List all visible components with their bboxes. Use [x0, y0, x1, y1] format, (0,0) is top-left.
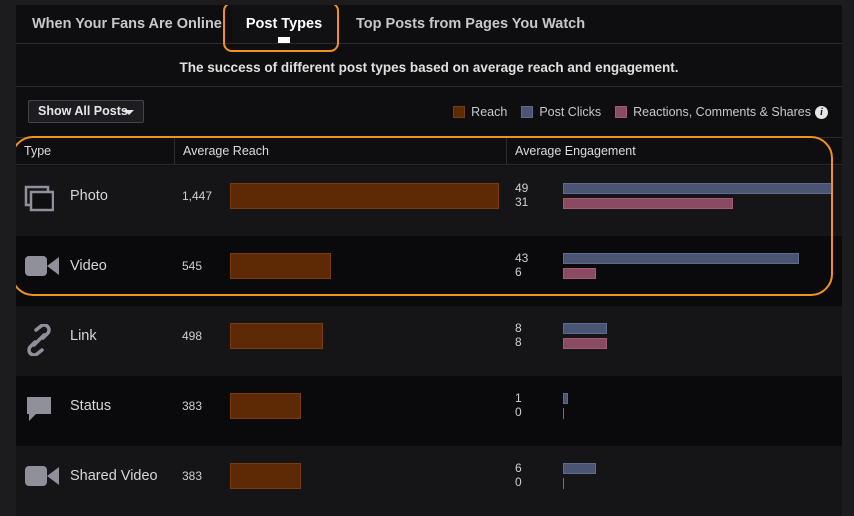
post-type-label: Status: [70, 398, 112, 414]
reach-bar: [230, 253, 331, 279]
legend-item-post-clicks: Post Clicks: [521, 105, 601, 119]
link-icon: [24, 323, 60, 358]
reach-bar: [230, 323, 323, 349]
table-row: Status 383 1 0: [16, 376, 842, 446]
table-row: Shared Video 383 6 0: [16, 446, 842, 516]
active-tab-indicator: [278, 37, 290, 43]
chevron-down-icon: [124, 110, 134, 115]
reactions-value: 8: [515, 335, 522, 349]
reach-bar: [230, 463, 301, 489]
photo-icon: [24, 184, 60, 218]
video-icon: [24, 464, 60, 498]
video-icon: [24, 254, 60, 288]
header-divider: [174, 138, 175, 165]
table-row: Photo 1,447 49 31: [16, 166, 842, 236]
post-type-label: Link: [70, 328, 97, 344]
legend-swatch-reactions: [615, 106, 628, 118]
post-type-label: Shared Video: [70, 468, 158, 484]
reactions-value: 0: [515, 405, 522, 419]
post-type-label: Video: [70, 258, 107, 274]
post-clicks-bar: [563, 393, 568, 404]
post-clicks-bar: [563, 253, 799, 264]
legend-swatch-reach: [453, 106, 466, 118]
average-reach-value: 545: [182, 259, 203, 273]
status-icon: [24, 394, 60, 428]
header-average-reach: Average Reach: [183, 144, 269, 158]
legend-item-reactions: Reactions, Comments & Shares: [615, 105, 811, 119]
tab-bar: When Your Fans Are Online Post Types Top…: [16, 5, 842, 44]
reach-bar: [230, 393, 301, 419]
show-all-posts-dropdown[interactable]: Show All Posts: [28, 100, 144, 123]
section-subtitle: The success of different post types base…: [16, 49, 842, 87]
average-reach-value: 498: [182, 329, 203, 343]
tab-when-fans-online[interactable]: When Your Fans Are Online: [32, 16, 222, 32]
reactions-bar: [563, 268, 596, 279]
post-clicks-bar: [563, 323, 607, 334]
reactions-bar: [563, 408, 564, 419]
reactions-value: 0: [515, 475, 522, 489]
highlight-ring-rows: [16, 136, 833, 296]
post-clicks-value: 49: [515, 181, 529, 195]
average-reach-value: 383: [182, 469, 203, 483]
header-average-engagement: Average Engagement: [515, 144, 636, 158]
reactions-bar: [563, 198, 733, 209]
post-clicks-value: 1: [515, 391, 522, 405]
tab-post-types[interactable]: Post Types: [232, 5, 336, 43]
chart-legend: Reach Post Clicks Reactions, Comments & …: [439, 104, 828, 120]
post-clicks-bar: [563, 463, 596, 474]
legend-item-reach: Reach: [453, 105, 507, 119]
legend-label-post-clicks: Post Clicks: [539, 105, 602, 119]
reactions-bar: [563, 338, 607, 349]
post-clicks-value: 8: [515, 321, 522, 335]
average-reach-value: 1,447: [182, 189, 213, 203]
legend-label-reactions: Reactions, Comments & Shares: [633, 105, 811, 119]
legend-label-reach: Reach: [471, 105, 508, 119]
insights-panel: When Your Fans Are Online Post Types Top…: [16, 5, 842, 516]
reactions-value: 31: [515, 195, 529, 209]
header-divider: [506, 138, 507, 165]
post-type-label: Photo: [70, 188, 108, 204]
average-reach-value: 383: [182, 399, 203, 413]
tab-post-types-label: Post Types: [245, 16, 323, 32]
reach-bar: [230, 183, 499, 209]
highlight-ring-tab: [223, 5, 339, 52]
tab-top-posts[interactable]: Top Posts from Pages You Watch: [356, 16, 586, 32]
post-clicks-value: 6: [515, 461, 522, 475]
filter-label: Show All Posts: [38, 104, 128, 118]
reactions-bar: [563, 478, 564, 489]
post-clicks-value: 43: [515, 251, 529, 265]
info-icon[interactable]: i: [815, 105, 828, 119]
reactions-value: 6: [515, 265, 522, 279]
legend-swatch-post-clicks: [521, 106, 534, 118]
table-row: Link 498 8 8: [16, 306, 842, 376]
